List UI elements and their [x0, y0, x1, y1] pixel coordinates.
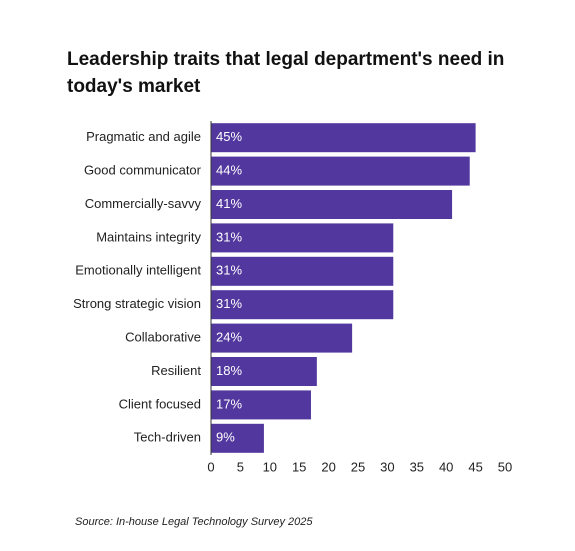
category-label: Client focused [119, 396, 201, 411]
category-label: Strong strategic vision [73, 296, 201, 311]
bar [211, 190, 453, 219]
category-label: Maintains integrity [96, 229, 201, 244]
value-label: 31% [216, 263, 242, 278]
value-label: 17% [216, 396, 242, 411]
chart-title: Leadership traits that legal department'… [67, 49, 504, 70]
bar [211, 323, 353, 353]
value-label: 24% [216, 330, 242, 345]
value-label: 45% [216, 129, 242, 144]
x-tick-label: 15 [292, 459, 306, 474]
category-label: Good communicator [84, 163, 202, 178]
category-label: Emotionally intelligent [75, 263, 201, 278]
bar [211, 123, 476, 153]
x-tick-label: 20 [321, 459, 335, 474]
value-label: 44% [216, 163, 242, 178]
category-label: Resilient [151, 363, 201, 378]
value-label: 9% [216, 430, 235, 445]
bar [211, 290, 394, 320]
x-tick-label: 30 [380, 459, 394, 474]
bar [211, 223, 394, 253]
x-tick-label: 35 [410, 459, 424, 474]
x-tick-label: 5 [237, 459, 244, 474]
x-tick-label: 50 [498, 459, 512, 474]
category-label: Commercially-savvy [85, 196, 202, 211]
x-tick-label: 45 [468, 459, 482, 474]
x-tick-label: 25 [351, 459, 365, 474]
bar [211, 156, 470, 186]
value-label: 31% [216, 229, 242, 244]
bar [211, 256, 394, 286]
category-label: Pragmatic and agile [86, 129, 201, 144]
category-label: Tech-driven [134, 430, 201, 445]
x-tick-label: 10 [263, 459, 277, 474]
value-label: 31% [216, 296, 242, 311]
x-tick-label: 0 [207, 459, 214, 474]
bar [211, 423, 264, 453]
bar [211, 357, 317, 386]
value-label: 18% [216, 363, 242, 378]
bar [211, 390, 311, 420]
category-label: Collaborative [125, 330, 201, 345]
chart-title: today's market [67, 76, 201, 97]
x-tick-label: 40 [439, 459, 453, 474]
value-label: 41% [216, 196, 242, 211]
source: Source: In-house Legal Technology Survey… [75, 516, 313, 528]
